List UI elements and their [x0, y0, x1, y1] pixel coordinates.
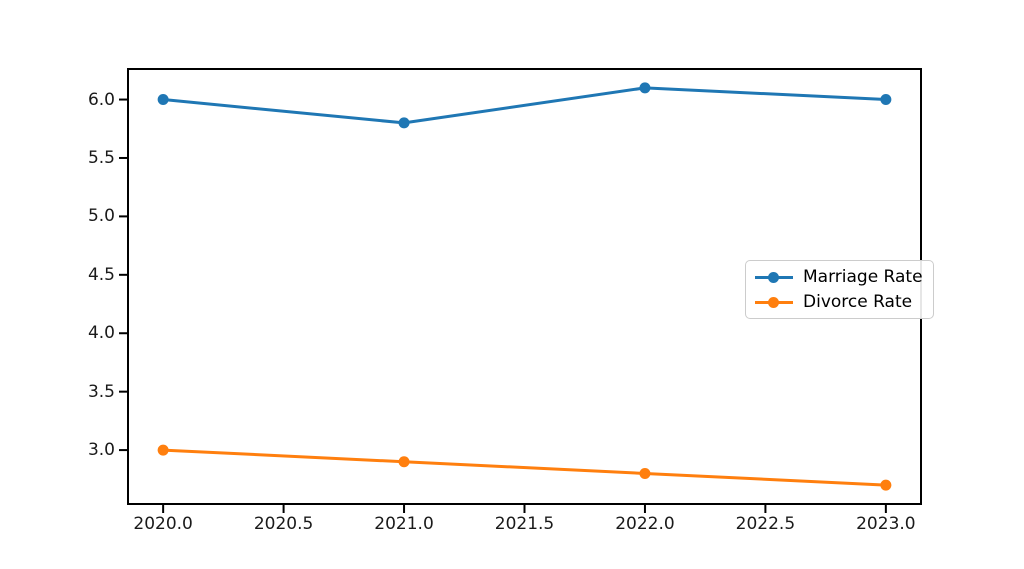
divorce-rate-line [161, 448, 888, 487]
legend-label-marriage-rate: Marriage Rate [803, 267, 923, 287]
divorce-rate-data-point [880, 479, 892, 491]
x-tick-label: 2022.0 [615, 514, 675, 534]
legend-label-divorce-rate: Divorce Rate [803, 292, 913, 312]
legend: Marriage Rate Divorce Rate [745, 260, 934, 319]
x-tick-label: 2020.0 [133, 514, 193, 534]
divorce-rate-data-point [157, 444, 169, 456]
y-tick-label: 4.0 [87, 323, 115, 344]
marriage-rate-data-point [398, 117, 410, 129]
divorce-rate-data-point [398, 456, 410, 468]
y-tick-label: 3.5 [87, 381, 115, 402]
x-tick-label: 2023.0 [856, 514, 916, 534]
x-tick-label: 2021.0 [374, 514, 434, 534]
marriage-rate-data-point [157, 94, 169, 106]
y-tick-label: 3.0 [87, 440, 115, 461]
marriage-rate-line [161, 86, 888, 125]
x-tick-label: 2022.5 [735, 514, 796, 534]
marriage-rate-line-marker-icon [755, 271, 793, 283]
y-tick-label: 5.0 [87, 206, 115, 227]
x-tick-label: 2021.5 [494, 514, 555, 534]
x-tick-label: 2020.5 [253, 514, 314, 534]
legend-item-marriage-rate: Marriage Rate [755, 267, 923, 287]
divorce-rate-data-point [639, 467, 651, 479]
divorce-rate-line-marker-icon [755, 296, 793, 308]
y-tick-label: 6.0 [87, 89, 115, 110]
y-tick-label: 5.5 [87, 147, 115, 168]
marriage-rate-data-point [880, 94, 892, 106]
legend-item-divorce-rate: Divorce Rate [755, 292, 923, 312]
y-tick-label: 4.5 [87, 264, 115, 285]
marriage-rate-data-point [639, 82, 651, 94]
